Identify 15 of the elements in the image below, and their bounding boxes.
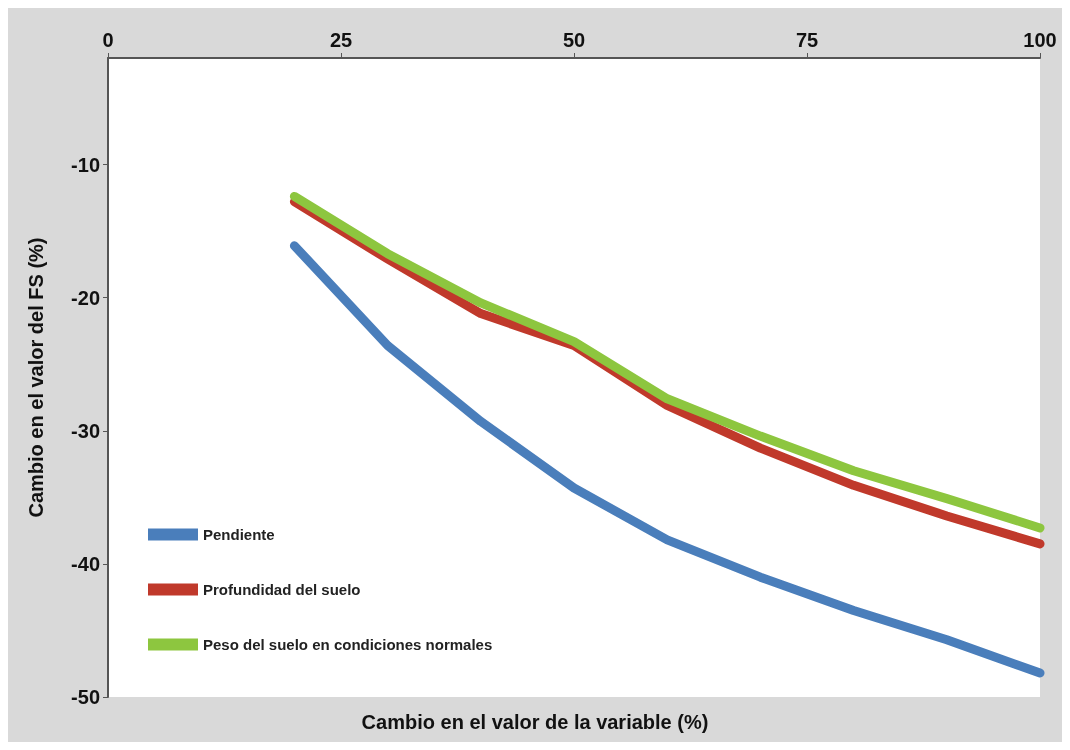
x-tick-label: 0 [102, 29, 114, 51]
legend-label: Pendiente [203, 526, 275, 543]
x-tick-label: 25 [329, 29, 353, 51]
y-tick-label: -50 [71, 686, 100, 708]
y-tick-label: -20 [71, 286, 100, 309]
legend-label: Peso del suelo en condiciones normales [203, 636, 493, 653]
y-tick-label: -40 [71, 552, 100, 575]
y-axis-title: Cambio en el valor del FS (%) [25, 237, 47, 518]
y-tick-label: -10 [71, 153, 100, 176]
legend-label: Profundidad del suelo [203, 581, 361, 598]
x-tick-label: 100 [1023, 29, 1057, 51]
x-tick-label: 50 [562, 29, 586, 51]
x-axis-title: Cambio en el valor de la variable (%) [361, 711, 709, 733]
y-tick-label: -30 [71, 419, 100, 442]
x-tick-label: 75 [795, 29, 819, 51]
